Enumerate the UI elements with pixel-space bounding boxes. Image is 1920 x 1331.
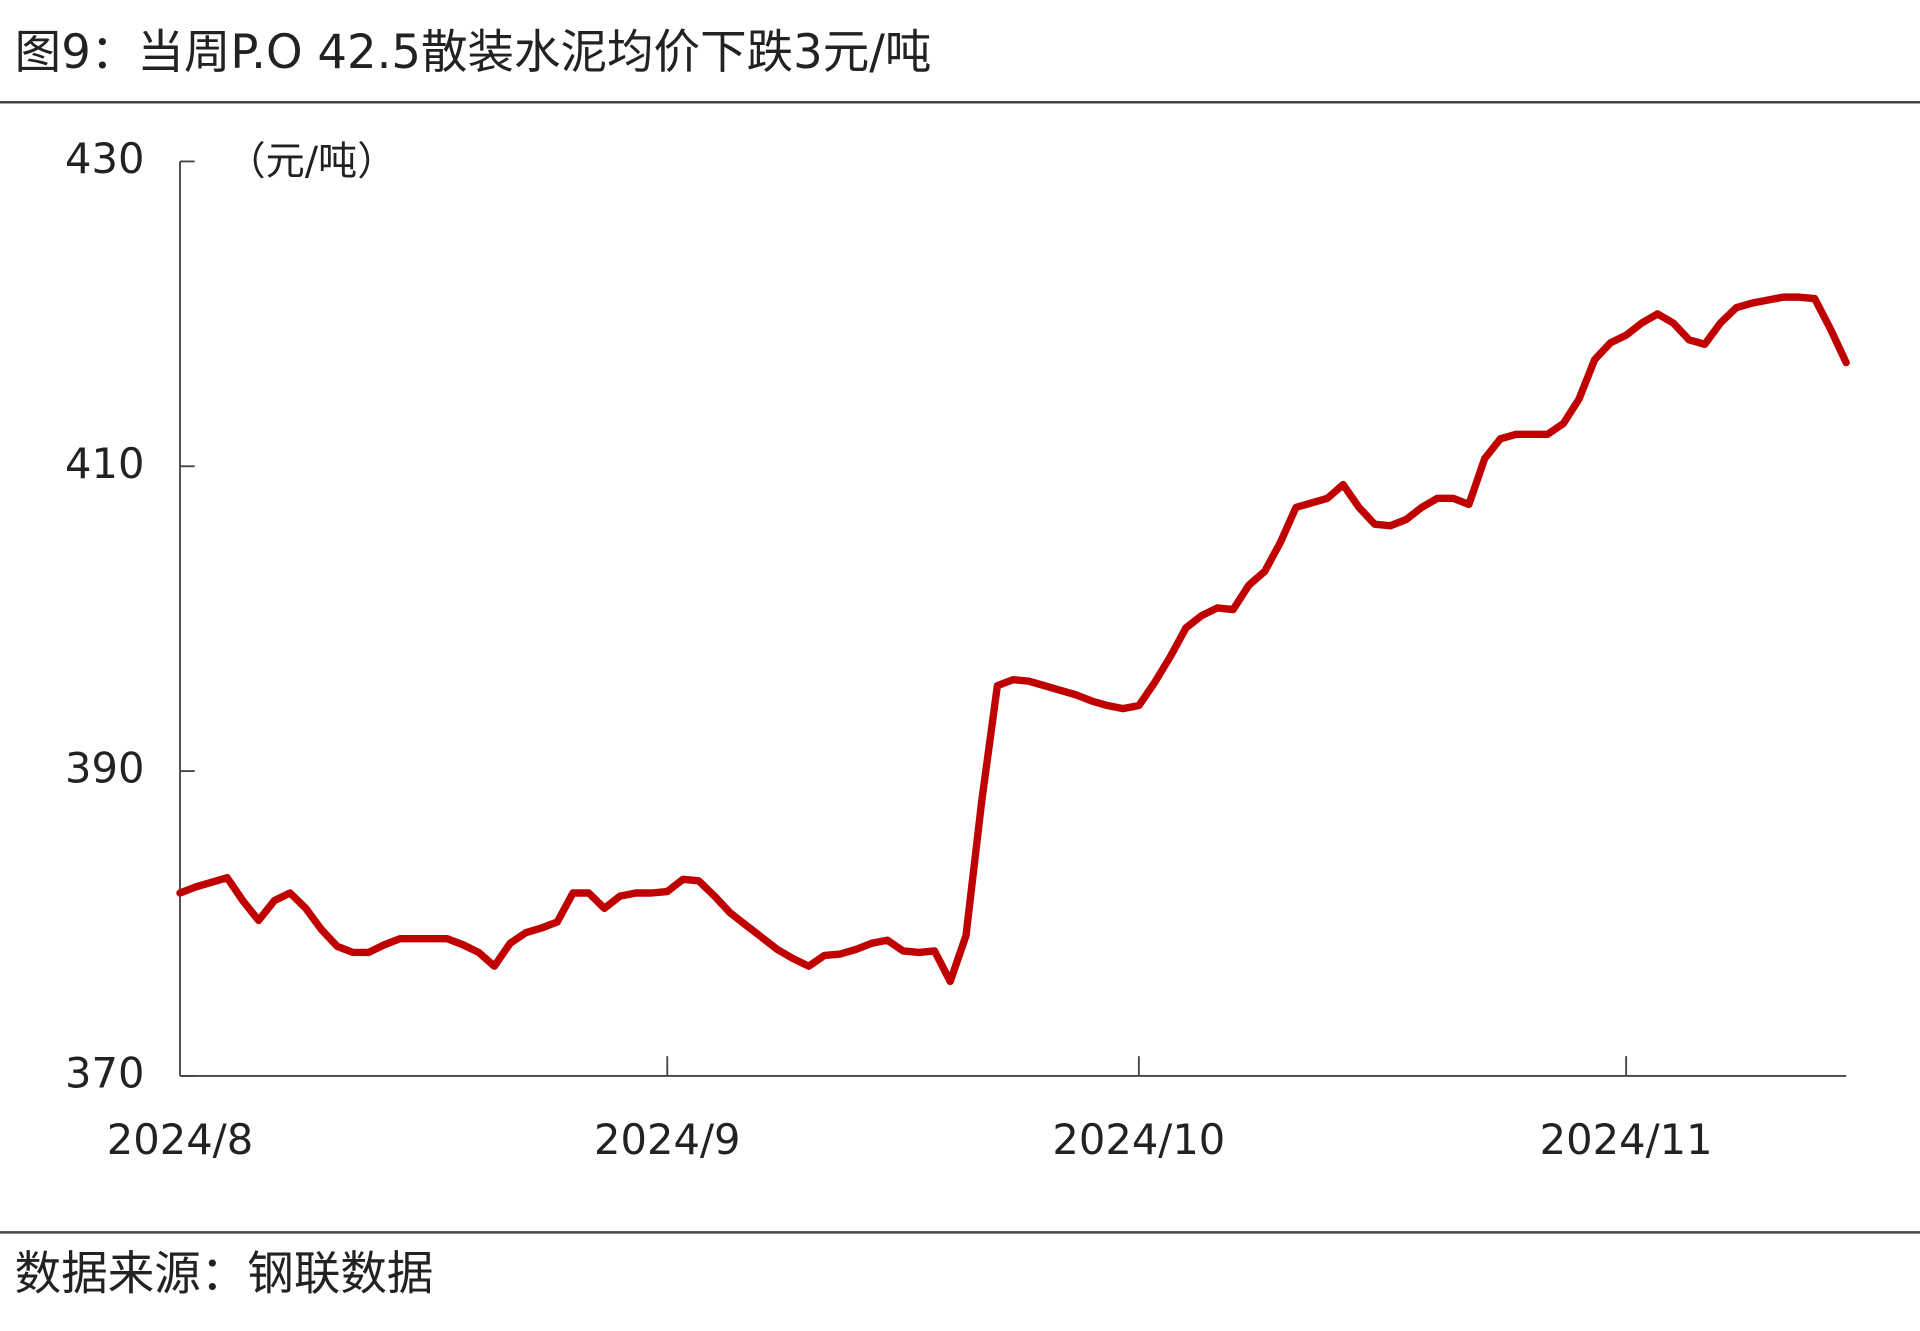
x-tick-label: 2024/10 (1052, 1115, 1225, 1164)
chart-title: 图9：当周P.O 42.5散装水泥均价下跌3元/吨 (15, 26, 932, 80)
y-tick-label: 410 (65, 439, 144, 488)
y-tick-label: 370 (65, 1048, 144, 1097)
y-tick-label: 430 (65, 134, 144, 183)
source-note: 数据来源：钢联数据 (15, 1247, 434, 1301)
x-tick-label: 2024/11 (1540, 1115, 1713, 1164)
price-line (176, 293, 1850, 986)
x-tick-label: 2024/8 (107, 1115, 253, 1164)
y-tick-label: 390 (65, 743, 144, 792)
x-tick-label: 2024/9 (594, 1115, 740, 1164)
y-axis-unit: （元/吨） (227, 139, 397, 184)
